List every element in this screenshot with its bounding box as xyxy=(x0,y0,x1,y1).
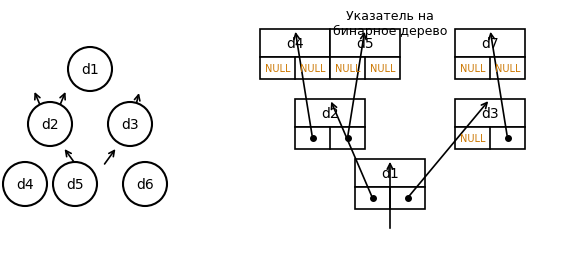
Circle shape xyxy=(53,162,97,206)
Text: d7: d7 xyxy=(481,37,499,51)
Text: d5: d5 xyxy=(66,177,84,191)
Circle shape xyxy=(68,48,112,92)
Text: NULL: NULL xyxy=(265,64,290,74)
Text: NULL: NULL xyxy=(460,64,485,74)
Text: NULL: NULL xyxy=(370,64,395,74)
Text: d2: d2 xyxy=(41,118,59,132)
Bar xyxy=(355,159,425,187)
Text: NULL: NULL xyxy=(460,133,485,144)
Circle shape xyxy=(123,162,167,206)
Bar xyxy=(355,187,425,209)
Text: d4: d4 xyxy=(286,37,304,51)
Text: d1: d1 xyxy=(381,166,399,180)
Circle shape xyxy=(28,103,72,146)
Text: Указатель на
бинарное дерево: Указатель на бинарное дерево xyxy=(333,10,447,38)
Circle shape xyxy=(3,162,47,206)
Bar xyxy=(330,58,400,80)
Text: NULL: NULL xyxy=(335,64,360,74)
Text: d4: d4 xyxy=(16,177,34,191)
Bar xyxy=(330,30,400,58)
Bar xyxy=(260,30,330,58)
Circle shape xyxy=(108,103,152,146)
Text: d2: d2 xyxy=(321,107,339,121)
Bar xyxy=(455,58,525,80)
Bar xyxy=(260,58,330,80)
Text: d3: d3 xyxy=(121,118,139,132)
Bar xyxy=(295,128,365,149)
Text: NULL: NULL xyxy=(300,64,325,74)
Text: d3: d3 xyxy=(481,107,499,121)
Text: d5: d5 xyxy=(356,37,374,51)
Text: d1: d1 xyxy=(81,63,99,77)
Bar xyxy=(455,100,525,128)
Bar xyxy=(295,100,365,128)
Text: NULL: NULL xyxy=(495,64,520,74)
Bar xyxy=(455,30,525,58)
Bar xyxy=(455,128,525,149)
Text: d6: d6 xyxy=(136,177,154,191)
